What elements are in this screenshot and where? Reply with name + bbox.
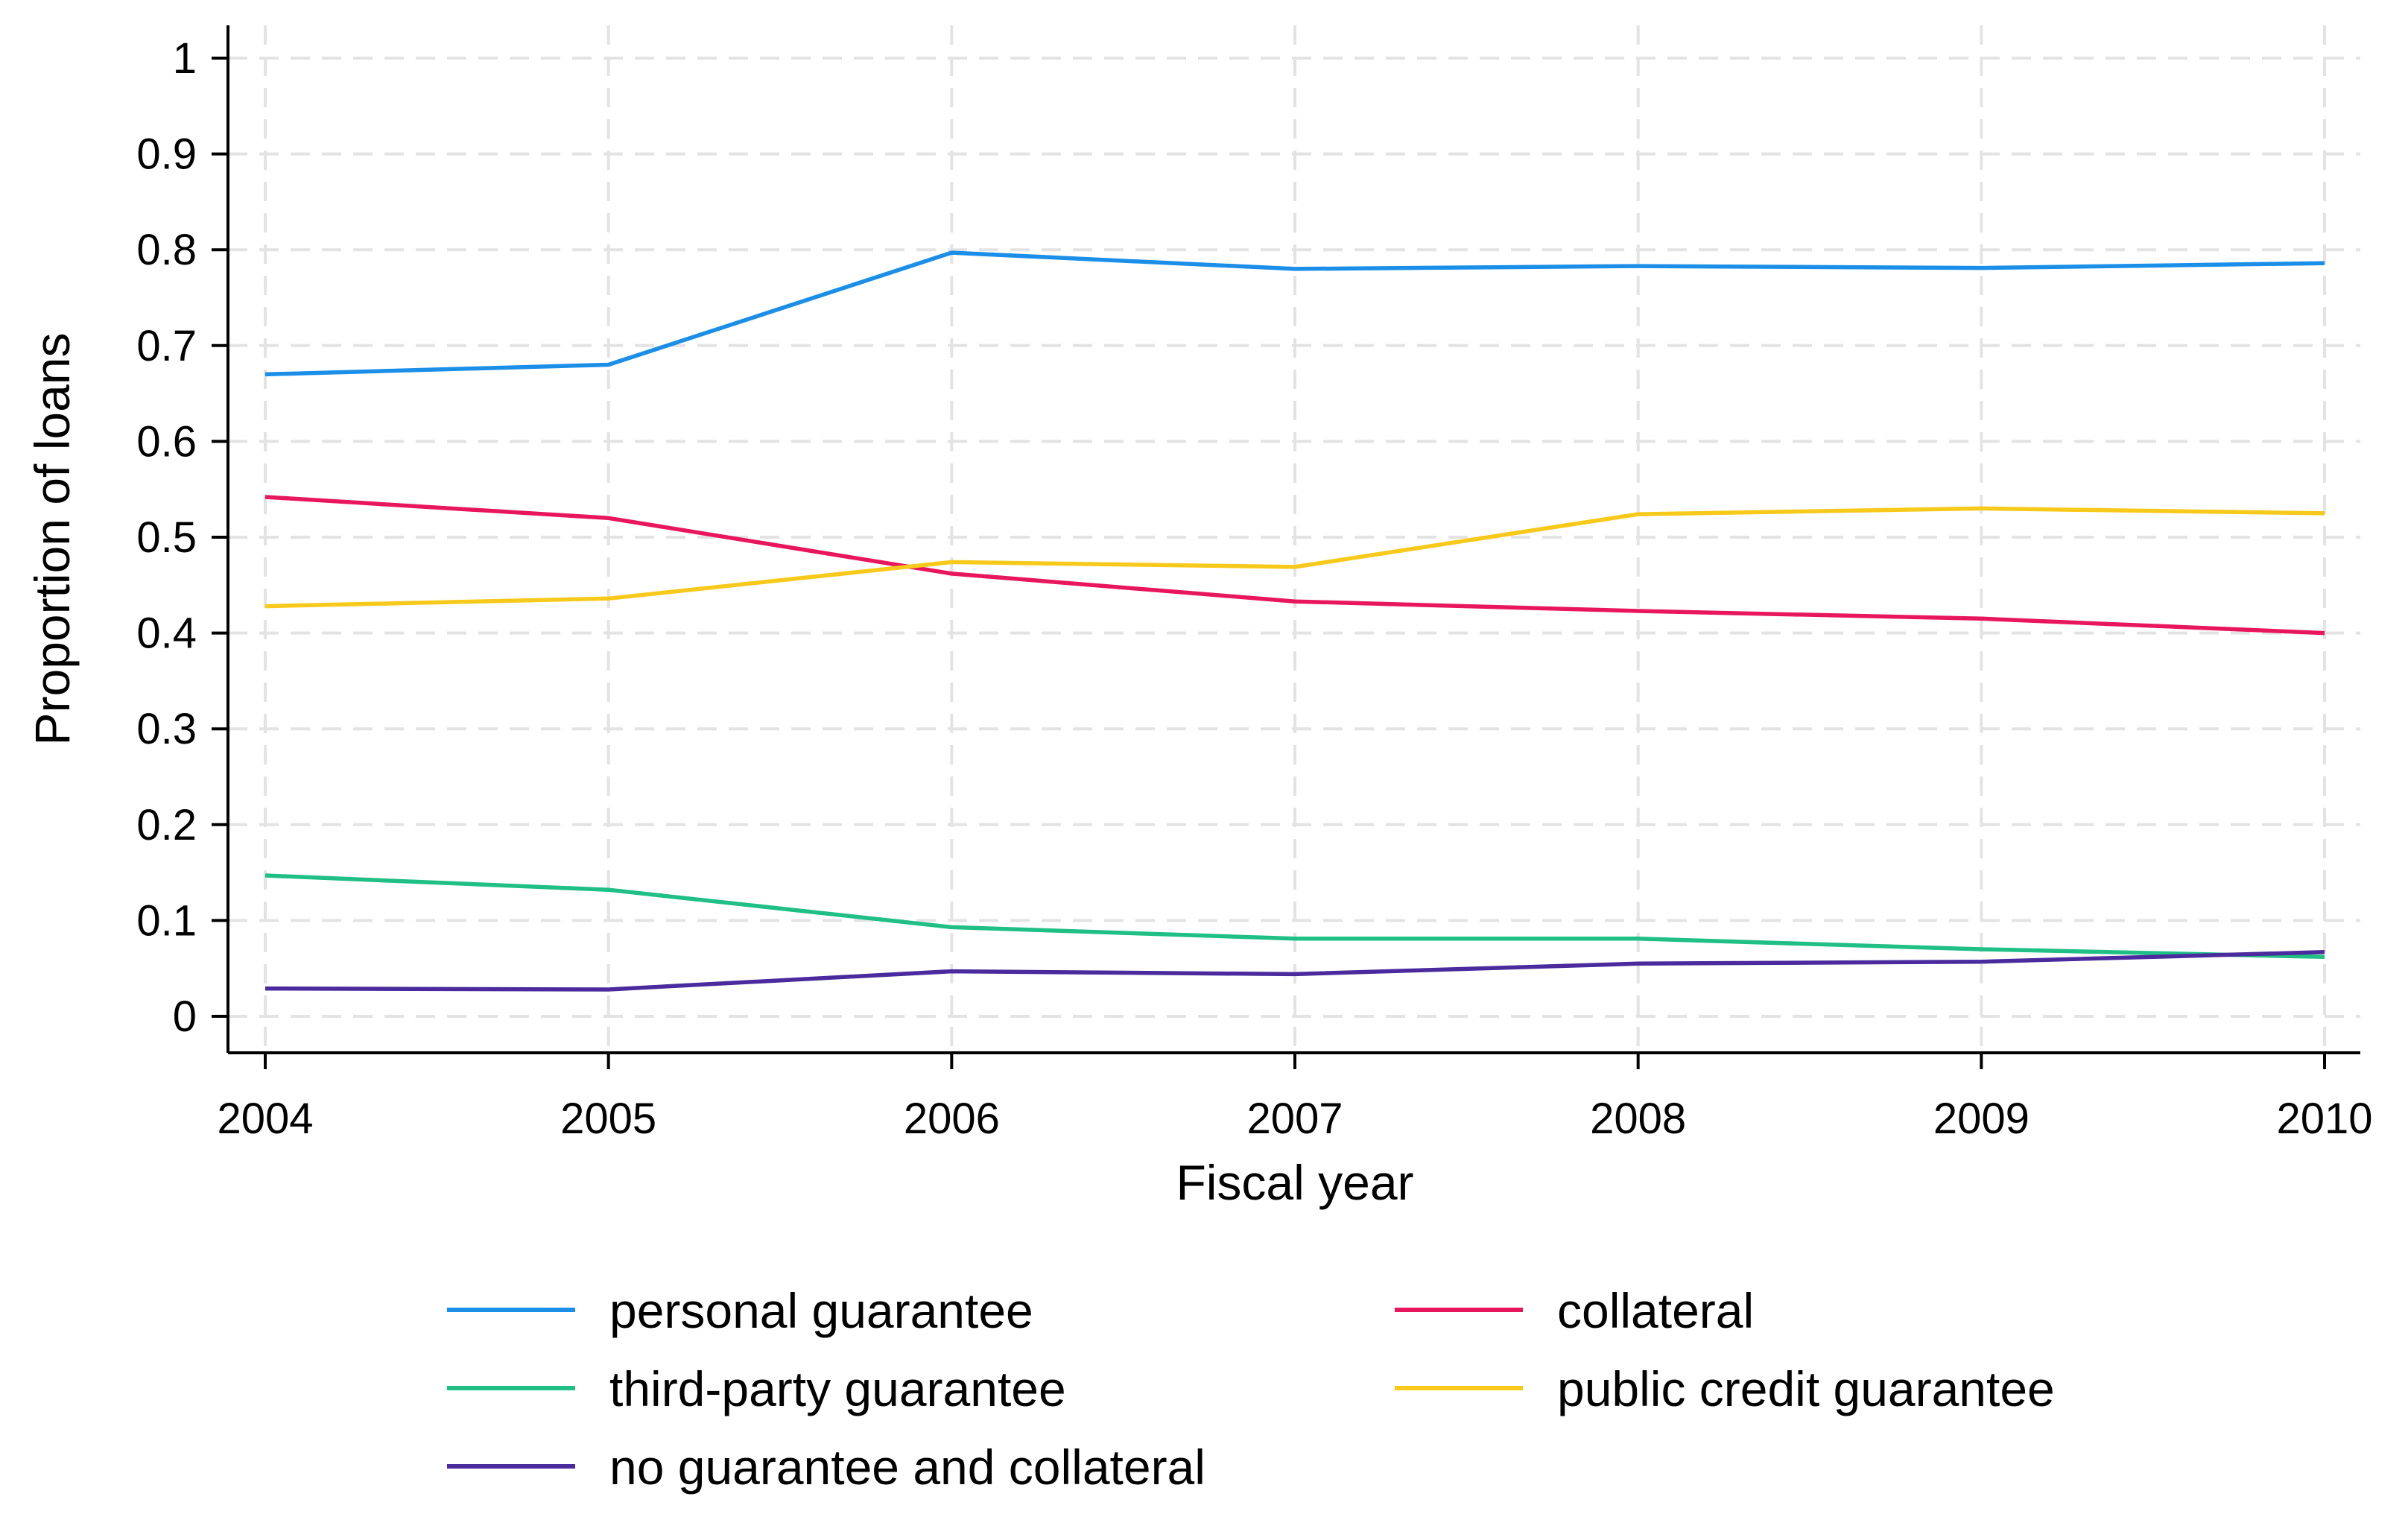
legend-label-no-guarantee-and-collateral: no guarantee and collateral [609,1440,1205,1495]
legend-label-public-credit-guarantee: public credit guarantee [1557,1361,2055,1416]
x-tick-label: 2007 [1246,1095,1343,1143]
y-tick-label: 0 [173,992,197,1041]
y-tick-label: 0.2 [136,801,197,849]
x-axis-title: Fiscal year [1176,1155,1413,1210]
y-axis-title: Proportion of loans [25,332,80,745]
x-tick-label: 2009 [1933,1095,2030,1143]
y-tick-label: 0.5 [136,513,197,562]
series-line-collateral [264,495,2325,636]
series-line-no-guarantee-and-collateral [264,950,2325,992]
legend-label-third-party-guarantee: third-party guarantee [609,1361,1066,1416]
y-tick-label: 0.4 [136,609,197,658]
y-tick-label: 1 [173,34,197,83]
gridlines [228,25,2360,1053]
x-tick-label: 2006 [904,1095,1000,1143]
y-tick-label: 0.1 [136,896,197,945]
x-tick-label: 2008 [1590,1095,1686,1143]
series-line-third-party-guarantee [264,873,2325,960]
x-tick-label: 2010 [2276,1095,2372,1143]
series-line-personal-guarantee [264,250,2325,377]
legend: personal guarantee collateral third-party … [447,1283,2055,1495]
x-tick-label: 2004 [217,1095,313,1143]
y-tick-label: 0.9 [136,130,197,179]
y-tick-label: 0.8 [136,226,197,274]
y-tick-label: 0.7 [136,322,197,370]
series-lines [264,250,2325,992]
y-tick-label: 0.3 [136,705,197,753]
legend-label-collateral: collateral [1557,1283,1754,1338]
series-line-public-credit-guarantee [264,506,2325,609]
x-tick-label: 2005 [560,1095,656,1143]
axes: 0 0.1 0.2 0.3 0.4 0.5 0.6 0.7 0.8 0.9 1 2004 2005 200… [136,25,2373,1143]
legend-label-personal-guarantee: personal guarantee [609,1283,1033,1338]
y-tick-label: 0.6 [136,417,197,466]
